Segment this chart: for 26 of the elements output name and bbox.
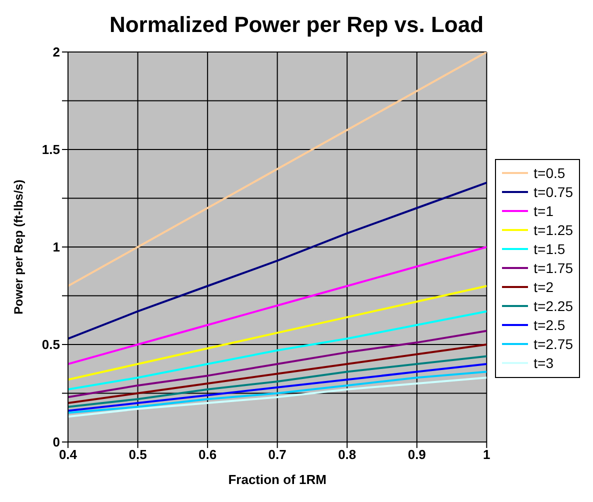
x-tick-label: 0.9: [408, 447, 426, 462]
legend-label: t=2: [534, 279, 554, 295]
legend-label: t=2.75: [534, 336, 573, 352]
y-axis-title: Power per Rep (ft-lbs/s): [11, 180, 26, 314]
y-tick-label: 0.5: [42, 337, 60, 352]
chart-title: Normalized Power per Rep vs. Load: [108, 11, 485, 39]
x-tick-label: 0.8: [338, 447, 356, 462]
x-tick-label: 0.7: [268, 447, 286, 462]
legend-label: t=2.5: [534, 317, 566, 333]
y-tick-label: 2: [52, 44, 60, 60]
legend-label: t=0.5: [534, 165, 566, 181]
y-tick-label: 0: [52, 434, 60, 450]
legend-label: t=1.75: [534, 260, 573, 276]
legend-label: t=1.5: [534, 241, 566, 257]
legend-label: t=1: [534, 203, 554, 219]
legend-label: t=2.25: [534, 298, 573, 314]
x-axis-title: Fraction of 1RM: [228, 472, 326, 487]
y-tick-label: 1.5: [42, 142, 60, 158]
legend-label: t=1.25: [534, 222, 573, 238]
legend-label: t=0.75: [534, 184, 573, 200]
x-tick-label: 0.4: [58, 447, 78, 462]
x-tick-label: 0.5: [128, 447, 147, 462]
x-tick-label: 0.6: [198, 447, 217, 462]
x-tick-label: 1: [483, 447, 490, 462]
y-tick-label: 1: [52, 240, 60, 255]
legend-label: t=3: [534, 355, 554, 371]
